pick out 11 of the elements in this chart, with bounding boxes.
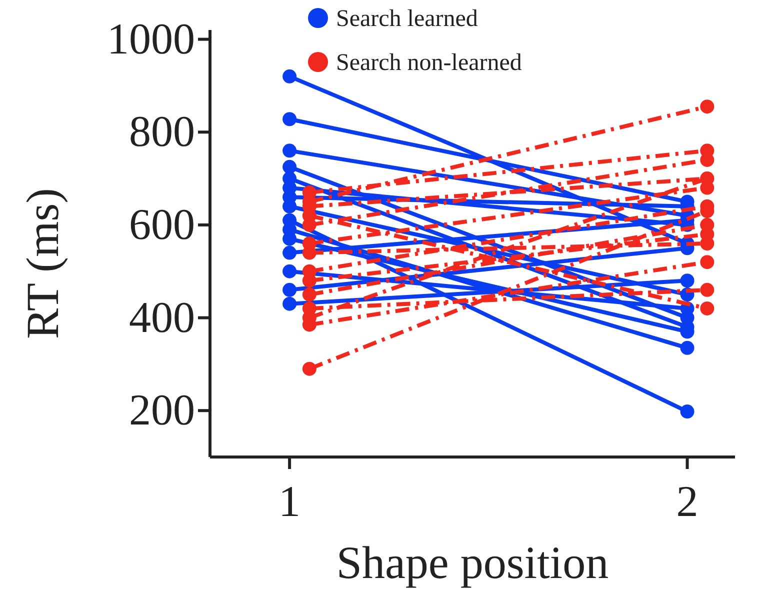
y-tick-label: 600: [129, 200, 195, 250]
legend-label: Search learned: [336, 6, 478, 32]
y-axis-title: RT (ms): [17, 188, 68, 340]
y-tick-label: 800: [129, 107, 195, 156]
x-tick-label: 1: [278, 477, 301, 526]
x-axis-title: Shape position: [336, 537, 609, 588]
legend-label: Search non-learned: [336, 50, 522, 76]
y-tick-label: 1000: [107, 14, 195, 64]
y-tick-label: 200: [129, 386, 195, 435]
y-tick-label: 400: [129, 292, 195, 342]
x-tick-label: 2: [676, 477, 698, 526]
